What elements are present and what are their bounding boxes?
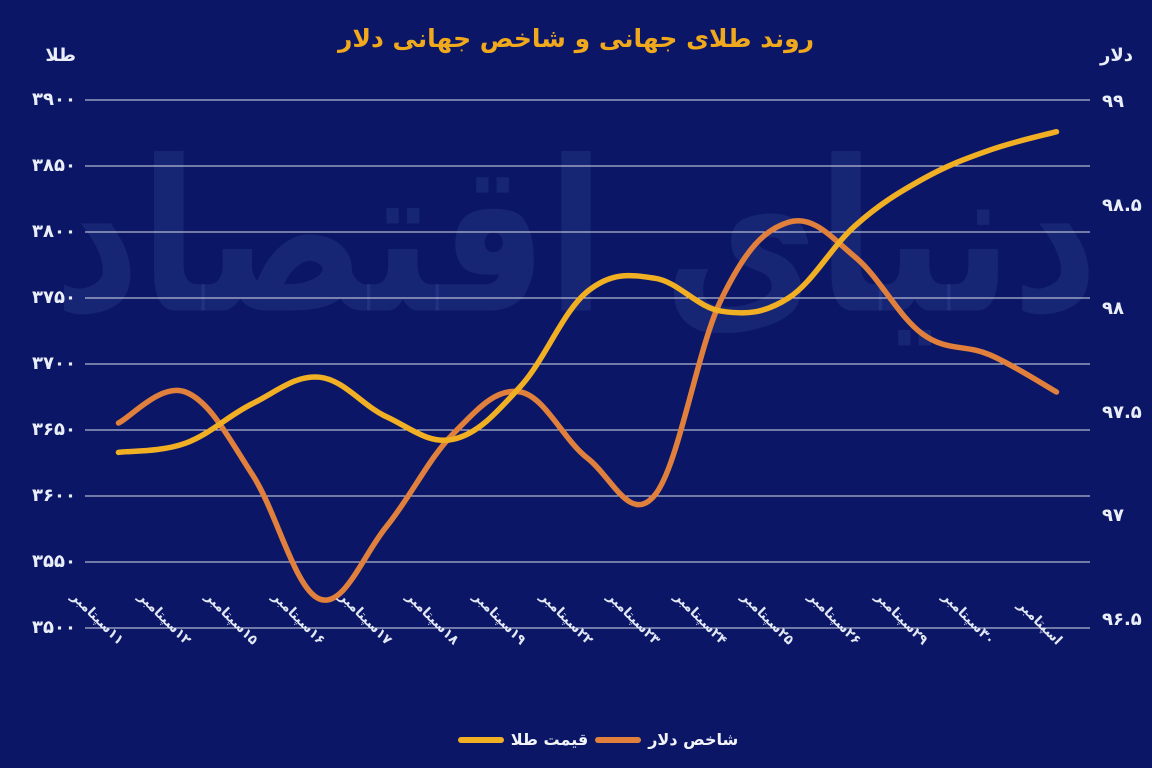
gold-line-swatch xyxy=(457,736,504,743)
legend-label-gold-price: قیمت طلا xyxy=(510,730,589,749)
chart-title: روند طلای جهانی و شاخص جهانی دلار xyxy=(337,24,815,53)
dollar-index-line xyxy=(115,218,1060,603)
gold-price-line xyxy=(115,128,1060,456)
legend: قیمت طلا شاخص دلار xyxy=(22,730,1152,749)
dollar-line-swatch xyxy=(595,736,642,743)
legend-label-dollar-index: شاخص دلار xyxy=(648,730,739,749)
